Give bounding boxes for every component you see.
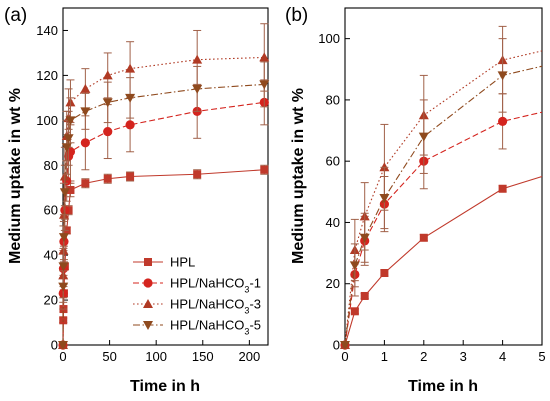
panel-a-y-tick-label: 100 <box>36 113 58 128</box>
panel-a-legend: HPL HPL/NaHCO3-1 HPL/NaHCO3-3 HPL/NaHCO3-5 <box>133 255 261 337</box>
panel-b-data-point <box>349 261 360 271</box>
panel-b-data-point <box>340 341 350 350</box>
panel-a-x-tick-label: 50 <box>102 349 116 364</box>
panel-a-data-point <box>102 98 113 108</box>
panel-b-data-point <box>380 269 389 278</box>
panel-a-data-point <box>65 116 76 126</box>
panel-b-series <box>340 25 543 350</box>
panel-a-label: (a) <box>4 5 27 26</box>
panel-b: (b) Medium uptake in wt % Time in h 0 1 2 3… <box>285 5 546 395</box>
panel-a-data-point <box>126 172 135 181</box>
panel-a-data-point <box>103 174 112 183</box>
panel-a-y-axis-title: Medium uptake in wt % <box>7 88 24 264</box>
panel-a-x-tick-label: 0 <box>59 349 66 364</box>
panel-b-ticks: 0 1 2 3 4 5 0 20 40 60 80 100 <box>318 31 545 364</box>
legend-label: HPL/NaHCO3-5 <box>170 318 261 337</box>
panel-b-x-tick-label: 0 <box>341 349 348 364</box>
panel-a-x-tick-label: 200 <box>239 349 261 364</box>
panel-a-y-tick-label: 140 <box>36 23 58 38</box>
panel-b-series-3 <box>340 38 543 350</box>
panel-a-y-tick-label: 20 <box>44 293 58 308</box>
panel-b-series-1 <box>340 93 543 350</box>
panel-a-data-point <box>59 188 70 198</box>
panel-a-series-3 <box>58 61 270 350</box>
panel-a-data-point <box>80 107 91 117</box>
legend-marker <box>143 299 153 308</box>
panel-a-data-point <box>58 233 69 243</box>
panel-b-data-point <box>498 184 507 193</box>
panel-b-series-2 <box>340 25 543 349</box>
legend-label: HPL <box>170 255 195 270</box>
panel-b-data-point <box>359 233 370 243</box>
legend-marker <box>143 321 153 330</box>
panel-a-data-point <box>259 80 270 90</box>
panel-a-x-tick-label: 150 <box>192 349 214 364</box>
panel-b-series-0 <box>341 175 543 349</box>
panel-b-y-tick-label: 40 <box>326 215 340 230</box>
panel-b-data-point <box>497 71 508 81</box>
panel-a-data-point <box>103 126 113 137</box>
panel-a-data-point <box>58 262 69 272</box>
panel-a-data-point <box>80 83 91 93</box>
panel-b-data-point <box>419 233 428 242</box>
panel-b-series-line <box>344 65 543 346</box>
panel-a-data-point <box>58 341 68 350</box>
panel-b-y-tick-label: 60 <box>326 154 340 169</box>
panel-b-series-line <box>344 175 543 346</box>
legend-marker <box>143 278 153 288</box>
panel-b-data-point <box>379 193 390 203</box>
panel-a-x-tick-label: 100 <box>145 349 167 364</box>
panel-b-x-tick-label: 5 <box>538 349 545 364</box>
panel-a: (a) Medium uptake in wt % Time in h 0 50 1… <box>4 5 270 395</box>
panel-a-data-point <box>125 63 136 73</box>
panel-a-y-tick-label: 120 <box>36 68 58 83</box>
legend-marker <box>144 258 152 266</box>
panel-a-x-axis-title: Time in h <box>130 378 200 395</box>
panel-b-x-tick-label: 2 <box>420 349 427 364</box>
panel-a-data-point <box>125 93 136 103</box>
panel-b-series-line <box>344 50 543 346</box>
legend-label: HPL/NaHCO3-1 <box>170 276 261 295</box>
panel-b-x-axis-title: Time in h <box>408 378 478 395</box>
panel-a-y-tick-label: 40 <box>44 248 58 263</box>
panel-b-data-point <box>360 291 369 300</box>
panel-a-y-tick-label: 60 <box>44 203 58 218</box>
panel-a-data-point <box>63 134 74 144</box>
panel-b-y-tick-label: 80 <box>326 92 340 107</box>
panel-b-x-tick-label: 3 <box>460 349 467 364</box>
panel-a-series <box>58 23 270 350</box>
panel-a-data-point <box>193 170 202 179</box>
panel-a-data-point <box>192 54 203 64</box>
panel-b-y-tick-label: 0 <box>333 338 340 353</box>
panel-b-label: (b) <box>285 5 308 26</box>
panel-b-data-point <box>350 307 359 316</box>
panel-b-frame <box>344 7 543 346</box>
panel-b-data-point <box>418 132 429 142</box>
panel-a-y-tick-label: 0 <box>51 338 58 353</box>
panel-a-data-point <box>80 138 90 148</box>
panel-b-series-line <box>344 111 543 346</box>
panel-b-y-tick-label: 20 <box>326 276 340 291</box>
panel-b-y-axis-title: Medium uptake in wt % <box>290 88 307 264</box>
panel-a-data-point <box>260 165 269 174</box>
panel-b-x-tick-label: 1 <box>381 349 388 364</box>
panel-a-data-point <box>66 185 75 194</box>
panel-a-data-point <box>125 120 135 130</box>
panel-a-data-point <box>81 179 90 188</box>
panel-a-data-point <box>58 282 69 292</box>
legend-label: HPL/NaHCO3-3 <box>170 297 261 316</box>
panel-a-y-tick-label: 80 <box>44 158 58 173</box>
panel-b-x-tick-label: 4 <box>499 349 506 364</box>
panel-a-data-point <box>192 84 203 94</box>
panel-a-data-point <box>61 143 72 153</box>
panel-a-data-point <box>259 52 270 62</box>
panel-b-y-tick-label: 100 <box>318 31 340 46</box>
panel-b-data-point <box>498 116 508 126</box>
panel-a-data-point <box>102 70 113 80</box>
